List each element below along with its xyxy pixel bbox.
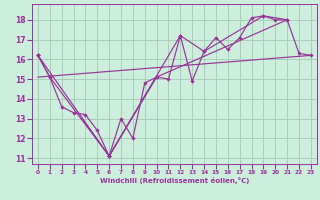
- X-axis label: Windchill (Refroidissement éolien,°C): Windchill (Refroidissement éolien,°C): [100, 177, 249, 184]
